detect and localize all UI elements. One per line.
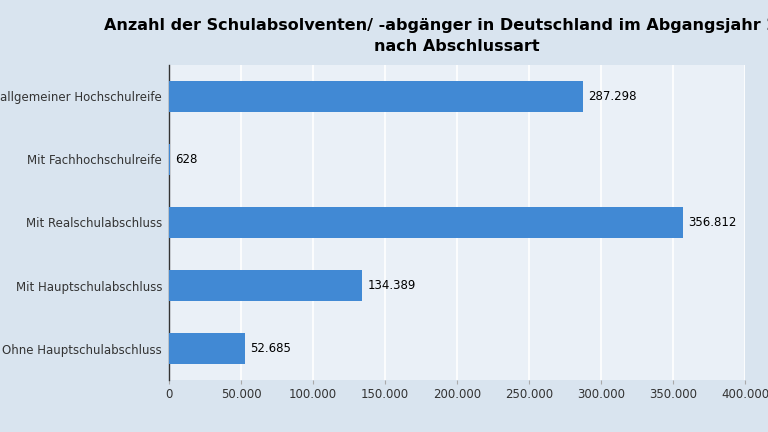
Text: 52.685: 52.685 bbox=[250, 342, 291, 355]
Text: 628: 628 bbox=[175, 153, 197, 166]
Title: Anzahl der Schulabsolventen/ -abgänger in Deutschland im Abgangsjahr 2017
nach A: Anzahl der Schulabsolventen/ -abgänger i… bbox=[104, 18, 768, 54]
Text: 356.812: 356.812 bbox=[688, 216, 737, 229]
Bar bbox=[169, 143, 170, 175]
Text: 287.298: 287.298 bbox=[588, 90, 636, 103]
Bar bbox=[169, 333, 245, 365]
Text: 134.389: 134.389 bbox=[368, 279, 416, 292]
Bar bbox=[169, 80, 583, 112]
Bar bbox=[169, 270, 362, 302]
Bar bbox=[169, 207, 683, 238]
